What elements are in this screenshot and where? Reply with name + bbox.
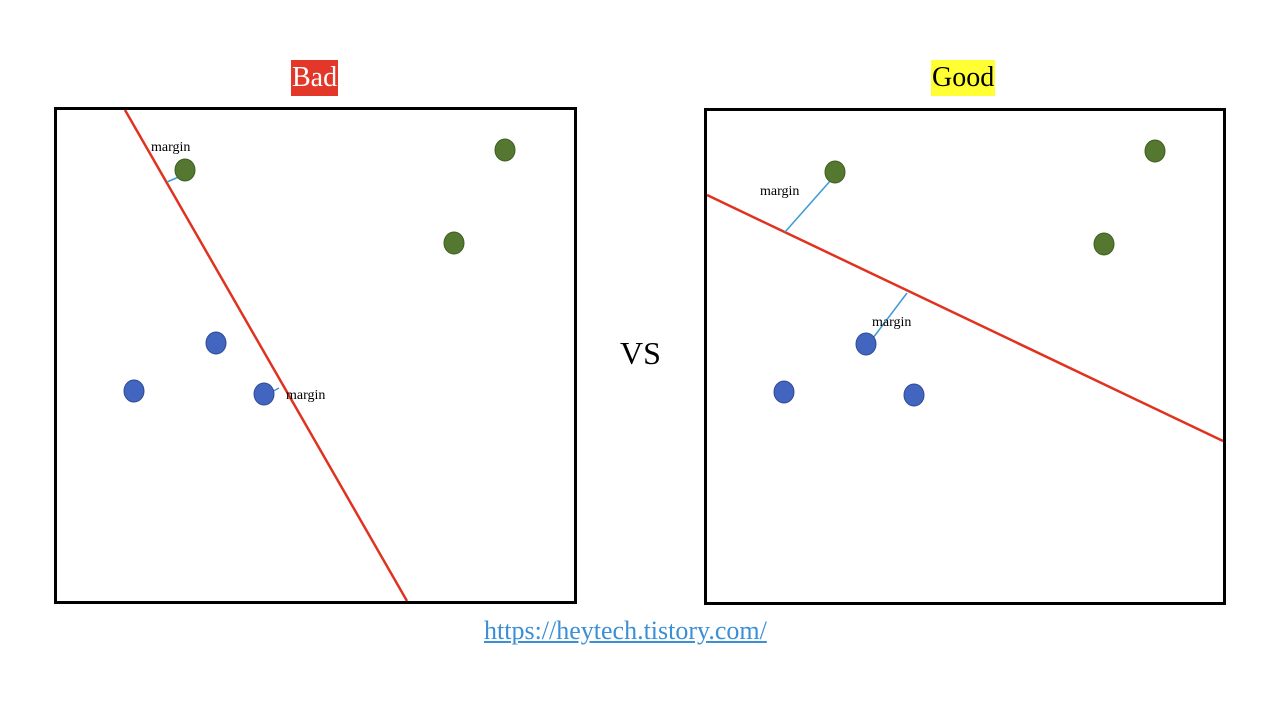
decision-boundary-line: [123, 110, 409, 601]
green-point: [1093, 232, 1115, 256]
good-title: Good: [931, 60, 996, 96]
green-point: [824, 160, 846, 184]
margin-label: margin: [760, 184, 799, 199]
green-point: [1144, 139, 1166, 163]
blue-point: [773, 380, 795, 404]
margin-label: margin: [286, 388, 325, 403]
decision-boundary-line: [707, 193, 1223, 443]
margin-line-green: [784, 179, 832, 233]
green-point: [174, 158, 196, 182]
bad-diagram: margin margin: [123, 110, 516, 601]
green-point: [494, 138, 516, 162]
margin-label: margin: [872, 315, 911, 330]
source-link[interactable]: https://heytech.tistory.com/: [484, 616, 767, 645]
blue-point: [253, 382, 275, 406]
blue-point: [903, 383, 925, 407]
bad-panel: margin margin: [54, 107, 577, 604]
good-panel: margin margin: [704, 108, 1226, 605]
margin-line-blue: [872, 292, 908, 339]
good-diagram: margin margin: [707, 139, 1223, 443]
vs-label: VS: [620, 335, 661, 371]
blue-point: [855, 332, 877, 356]
blue-point: [123, 379, 145, 403]
margin-label: margin: [151, 140, 190, 155]
green-point: [443, 231, 465, 255]
blue-point: [205, 331, 227, 355]
bad-title: Bad: [291, 60, 339, 96]
